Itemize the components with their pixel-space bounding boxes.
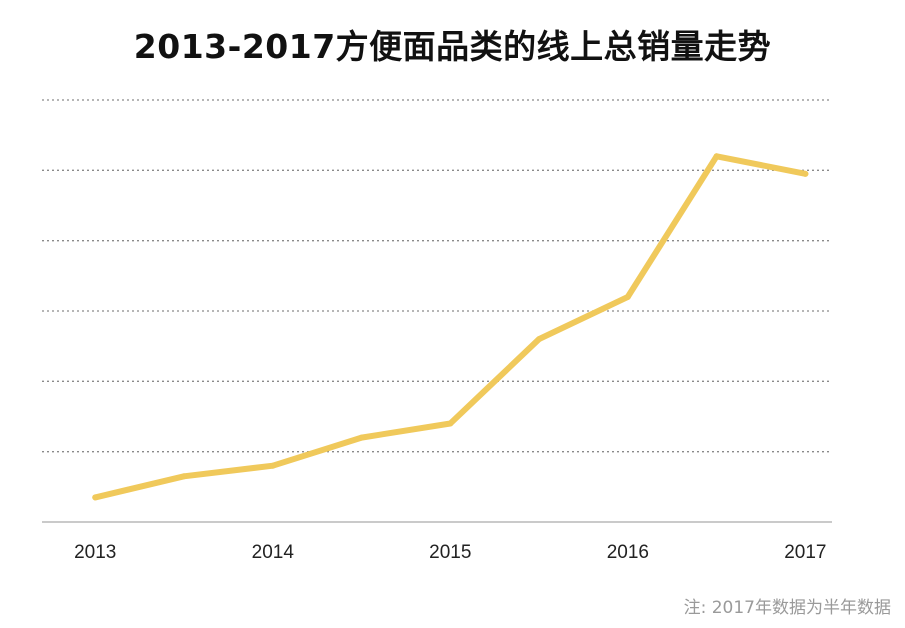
data-point [181, 473, 188, 480]
data-point [269, 462, 276, 469]
x-tick-label: 2016 [607, 542, 649, 563]
data-point [624, 293, 631, 300]
gridlines [42, 99, 832, 453]
series-group [92, 153, 809, 501]
x-tick-label: 2014 [252, 542, 295, 563]
series-line [92, 153, 809, 501]
data-point [358, 434, 365, 441]
data-point [92, 494, 99, 501]
x-tick-label: 2017 [784, 542, 826, 563]
data-point [802, 170, 809, 177]
x-tick-labels: 2013 2014 2015 2016 2017 [74, 542, 826, 563]
chart-title: 2013-2017方便面品类的线上总销量走势 [133, 27, 772, 66]
data-point [536, 336, 543, 343]
x-tick-label: 2013 [74, 542, 116, 563]
x-tick-label: 2015 [429, 542, 471, 563]
data-point [713, 153, 720, 160]
data-point [447, 420, 454, 427]
footnote: 注: 2017年数据为半年数据 [683, 598, 891, 618]
